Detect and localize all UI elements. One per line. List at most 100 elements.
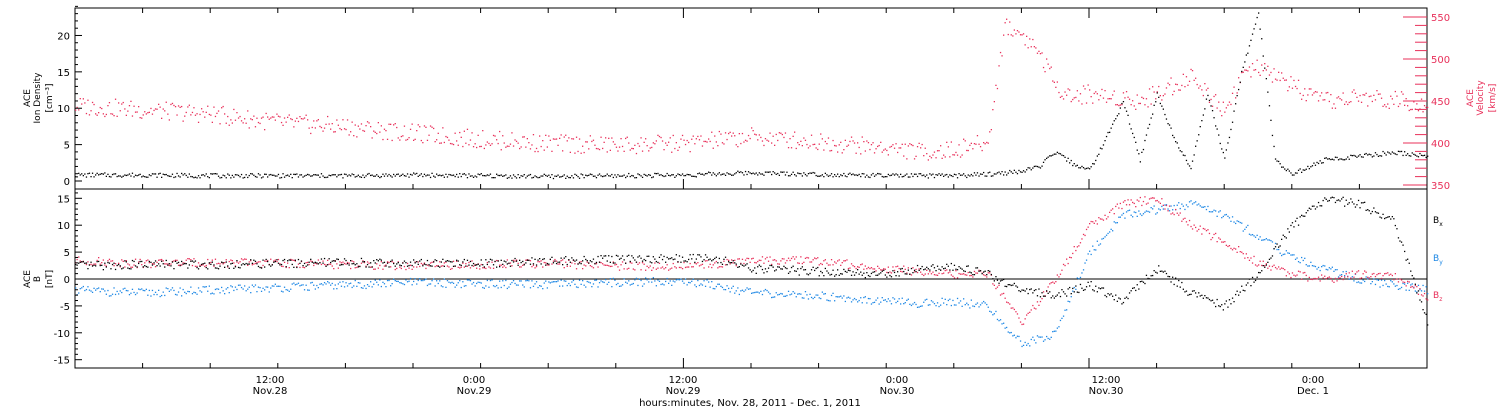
density-point bbox=[830, 173, 833, 175]
velocity-series bbox=[75, 18, 1429, 161]
bz-point bbox=[236, 261, 238, 263]
by-point bbox=[279, 285, 281, 287]
density-point bbox=[313, 174, 315, 176]
by-point bbox=[681, 280, 684, 282]
by-point bbox=[729, 291, 731, 293]
density-point bbox=[631, 174, 633, 177]
by-point bbox=[231, 286, 233, 288]
by-point bbox=[844, 300, 846, 303]
density-point bbox=[422, 175, 424, 178]
by-point bbox=[603, 281, 605, 284]
velocity-point bbox=[938, 150, 940, 152]
velocity-point bbox=[798, 144, 800, 146]
by-point bbox=[1264, 239, 1266, 241]
velocity-point bbox=[677, 149, 679, 151]
velocity-point bbox=[512, 145, 515, 147]
density-point bbox=[1058, 152, 1060, 155]
density-point bbox=[569, 177, 571, 179]
velocity-point bbox=[267, 116, 269, 118]
bz-point bbox=[1139, 196, 1141, 199]
density-point bbox=[217, 175, 220, 177]
velocity-point bbox=[141, 117, 143, 119]
bz-point bbox=[1405, 285, 1407, 287]
velocity-point bbox=[973, 143, 976, 145]
by-point bbox=[528, 280, 530, 282]
velocity-point bbox=[669, 137, 671, 139]
velocity-point bbox=[1273, 68, 1275, 70]
density-point bbox=[431, 172, 433, 174]
bz-point bbox=[1305, 274, 1307, 277]
by-point bbox=[391, 283, 393, 285]
top-plot-frame bbox=[74, 7, 1428, 190]
velocity-point bbox=[1314, 91, 1317, 93]
bz-point bbox=[717, 267, 719, 269]
bz-point bbox=[483, 267, 485, 269]
density-point bbox=[1268, 105, 1271, 107]
bz-point bbox=[196, 265, 198, 268]
bz-point bbox=[1394, 273, 1396, 275]
bz-point bbox=[883, 268, 885, 270]
velocity-point bbox=[486, 141, 488, 143]
density-point bbox=[308, 174, 310, 176]
density-point bbox=[456, 173, 458, 176]
velocity-point bbox=[1006, 18, 1008, 20]
bx-point bbox=[496, 266, 498, 268]
by-point bbox=[277, 285, 280, 287]
density-point bbox=[884, 176, 886, 178]
density-point bbox=[300, 174, 303, 176]
bz-point bbox=[1420, 294, 1423, 296]
velocity-point bbox=[964, 140, 966, 142]
bx-point bbox=[400, 265, 402, 267]
density-point bbox=[857, 174, 859, 177]
by-point bbox=[81, 287, 83, 289]
bx-point bbox=[423, 263, 426, 265]
velocity-point bbox=[1110, 98, 1112, 100]
bx-point bbox=[509, 265, 512, 267]
bz-point bbox=[566, 265, 568, 267]
density-point bbox=[1248, 45, 1251, 47]
velocity-point bbox=[969, 144, 971, 146]
velocity-label-line1: ACE bbox=[1466, 89, 1476, 107]
bz-point bbox=[1258, 264, 1260, 266]
density-point bbox=[1411, 152, 1413, 154]
by-point bbox=[386, 279, 389, 282]
by-point bbox=[253, 286, 255, 288]
velocity-point bbox=[113, 115, 115, 117]
bx-point bbox=[1310, 208, 1312, 210]
bx-point bbox=[190, 260, 192, 262]
bz-point bbox=[600, 262, 602, 264]
density-point bbox=[989, 171, 991, 173]
bx-point bbox=[75, 263, 77, 266]
bz-point bbox=[1230, 247, 1232, 250]
bz-point bbox=[156, 261, 158, 263]
bz-point bbox=[91, 264, 94, 266]
velocity-point bbox=[311, 126, 313, 129]
bx-point bbox=[878, 273, 880, 275]
density-point bbox=[697, 173, 699, 175]
velocity-point bbox=[684, 143, 687, 146]
bx-point bbox=[1013, 282, 1015, 285]
density-point bbox=[477, 173, 479, 175]
velocity-point bbox=[655, 140, 657, 142]
density-point bbox=[797, 172, 799, 174]
velocity-point bbox=[835, 145, 837, 147]
bz-point bbox=[499, 264, 501, 266]
bx-point bbox=[631, 255, 633, 257]
by-point bbox=[907, 298, 909, 300]
bz-point bbox=[1301, 278, 1303, 280]
bz-point bbox=[1256, 265, 1258, 267]
by-point bbox=[744, 289, 747, 291]
bz-point bbox=[1184, 217, 1186, 219]
bx-point bbox=[1053, 297, 1055, 299]
by-point bbox=[79, 288, 81, 290]
by-point bbox=[1035, 342, 1037, 344]
bx-point bbox=[720, 261, 722, 264]
bx-point bbox=[990, 273, 992, 276]
density-point bbox=[240, 173, 243, 176]
bx-point bbox=[320, 258, 323, 260]
velocity-point bbox=[803, 137, 805, 139]
bx-point bbox=[531, 257, 533, 259]
bx-point bbox=[290, 259, 292, 261]
bx-point bbox=[95, 265, 97, 267]
